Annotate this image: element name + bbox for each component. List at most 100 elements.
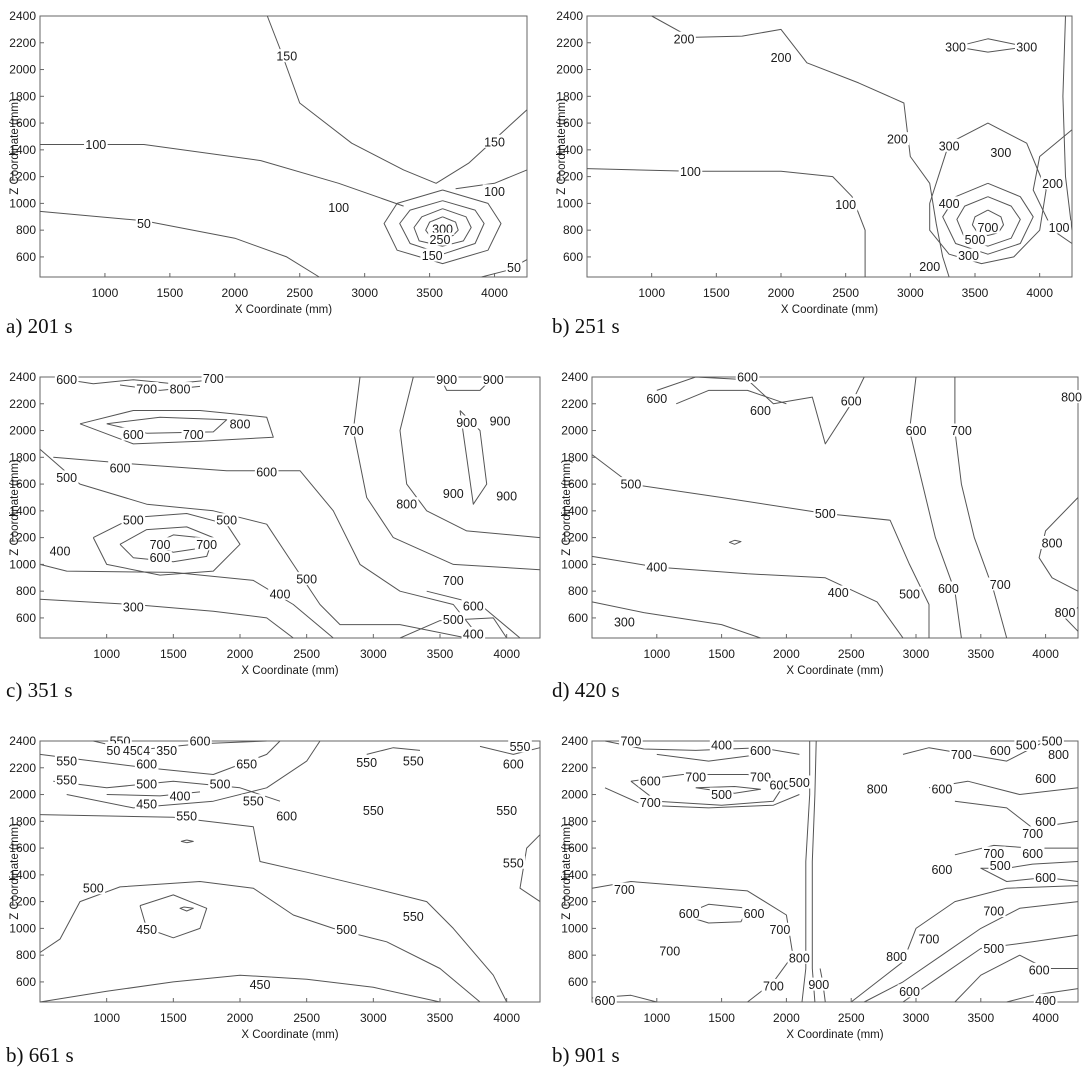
y-tick-label: 1000: [561, 921, 588, 935]
contour-line-400: [399, 617, 508, 639]
contour-label: 550: [56, 773, 77, 787]
contour-label-bg: [121, 600, 146, 614]
contour-line-700: [863, 901, 1079, 1003]
panel-caption: a) 201 s: [6, 314, 73, 338]
contour-label-bg: [134, 756, 159, 770]
y-tick-label: 600: [16, 611, 36, 625]
contour-label: 550: [176, 809, 197, 823]
contour-label: 200: [919, 260, 940, 274]
contour-label: 400: [828, 586, 849, 600]
contour-label-bg: [937, 138, 961, 152]
panel-4: 600 600 600 600 800 600 700 500 500 800 400 400 500 6…: [552, 370, 1084, 702]
contour-label: 600: [899, 985, 920, 999]
x-tick-label: 4000: [493, 647, 520, 661]
y-tick-label: 2400: [9, 734, 36, 748]
contour-label: 4: [143, 744, 150, 758]
contour-line-550: [366, 747, 421, 755]
contour-label: 700: [640, 796, 661, 810]
x-tick-label: 2000: [773, 647, 800, 661]
contour-label-bg: [981, 846, 1006, 860]
contour-label: 450: [250, 978, 271, 992]
contour-label-bg: [930, 862, 954, 876]
contour-label-bg: [494, 803, 519, 817]
y-tick-label: 2000: [561, 424, 588, 438]
contour-label: 700: [203, 372, 224, 386]
contour-label: 600: [750, 744, 771, 758]
x-axis-label: X Coordinate (mm): [235, 304, 332, 316]
contour-label: 600: [931, 783, 952, 797]
contour-label-bg: [1040, 535, 1064, 549]
x-tick-label: 2000: [227, 647, 254, 661]
contour-label-bg: [148, 537, 172, 551]
contour-label: 700: [136, 383, 157, 397]
contour-label-bg: [441, 573, 466, 587]
contour-label-bg: [949, 747, 974, 761]
contour-label-bg: [645, 560, 669, 574]
contour-label-bg: [897, 984, 922, 998]
x-tick-label: 1500: [157, 286, 184, 300]
contour-label: 800: [886, 950, 907, 964]
y-axis-label: Z Coordinate (mm): [556, 98, 568, 195]
contour-label: 550: [403, 755, 424, 769]
contour-label: 100: [1049, 221, 1070, 235]
x-tick-label: 2500: [286, 286, 313, 300]
panel-caption: b) 901 s: [552, 1043, 620, 1067]
contour-label-bg: [748, 403, 773, 417]
contour-label-bg: [174, 808, 199, 822]
contour-label-bg: [401, 754, 426, 768]
contour-line-700: [352, 376, 541, 571]
y-tick-label: 1600: [556, 116, 583, 130]
contour-label: 50: [106, 744, 120, 758]
contour-label-bg: [248, 977, 272, 991]
x-tick-label: 1500: [708, 1011, 735, 1025]
contour-label: 600: [463, 599, 484, 613]
x-axis-label: X Coordinate (mm): [241, 1029, 338, 1041]
contour-label-bg: [430, 221, 455, 235]
contour-label: 100: [484, 185, 505, 199]
x-tick-label: 1500: [708, 647, 735, 661]
contour-label-bg: [394, 497, 419, 511]
contour-label-bg: [1059, 390, 1084, 404]
y-tick-label: 800: [16, 223, 36, 237]
contour-line-500: [591, 454, 930, 638]
contour-label-bg: [917, 932, 941, 946]
y-tick-label: 600: [16, 975, 36, 989]
x-tick-label: 2000: [227, 1011, 254, 1025]
contour-label: 700: [983, 904, 1004, 918]
contour-line-500: [954, 954, 1078, 1003]
y-tick-label: 800: [568, 584, 588, 598]
contour-label-bg: [917, 259, 942, 273]
contour-label-bg: [976, 220, 1000, 234]
contour-label-bg: [981, 903, 1006, 917]
contour-label: 500: [296, 573, 317, 587]
contour-line-550: [39, 740, 281, 775]
x-tick-label: 3000: [897, 286, 924, 300]
contour-label-bg: [134, 796, 159, 810]
y-tick-label: 1000: [556, 196, 583, 210]
x-tick-label: 2000: [768, 286, 795, 300]
contour-label-bg: [488, 414, 512, 428]
contour-line-700: [656, 753, 761, 762]
contour-label: 500: [983, 942, 1004, 956]
x-tick-label: 2000: [221, 286, 248, 300]
contour-label-bg: [988, 858, 1013, 872]
contour-label: 600: [744, 907, 765, 921]
contour-label-bg: [989, 145, 1013, 159]
y-tick-label: 1000: [9, 196, 36, 210]
x-tick-label: 2000: [773, 1011, 800, 1025]
contour-label: 500: [1042, 735, 1063, 749]
contour-label-bg: [441, 486, 466, 500]
contour-label-bg: [761, 978, 786, 992]
contour-label: 100: [680, 165, 701, 179]
x-tick-label: 1500: [703, 286, 730, 300]
contour-label-bg: [54, 470, 79, 484]
contour-label: 200: [1042, 177, 1063, 191]
contour-line-550: [180, 839, 194, 844]
x-axis-label: X Coordinate (mm): [786, 665, 883, 677]
y-axis-label: Z Coordinate (mm): [9, 98, 21, 195]
contour-label: 600: [110, 462, 131, 476]
contour-line-300: [39, 598, 294, 639]
x-tick-label: 4000: [1026, 286, 1053, 300]
x-tick-label: 2500: [832, 286, 859, 300]
